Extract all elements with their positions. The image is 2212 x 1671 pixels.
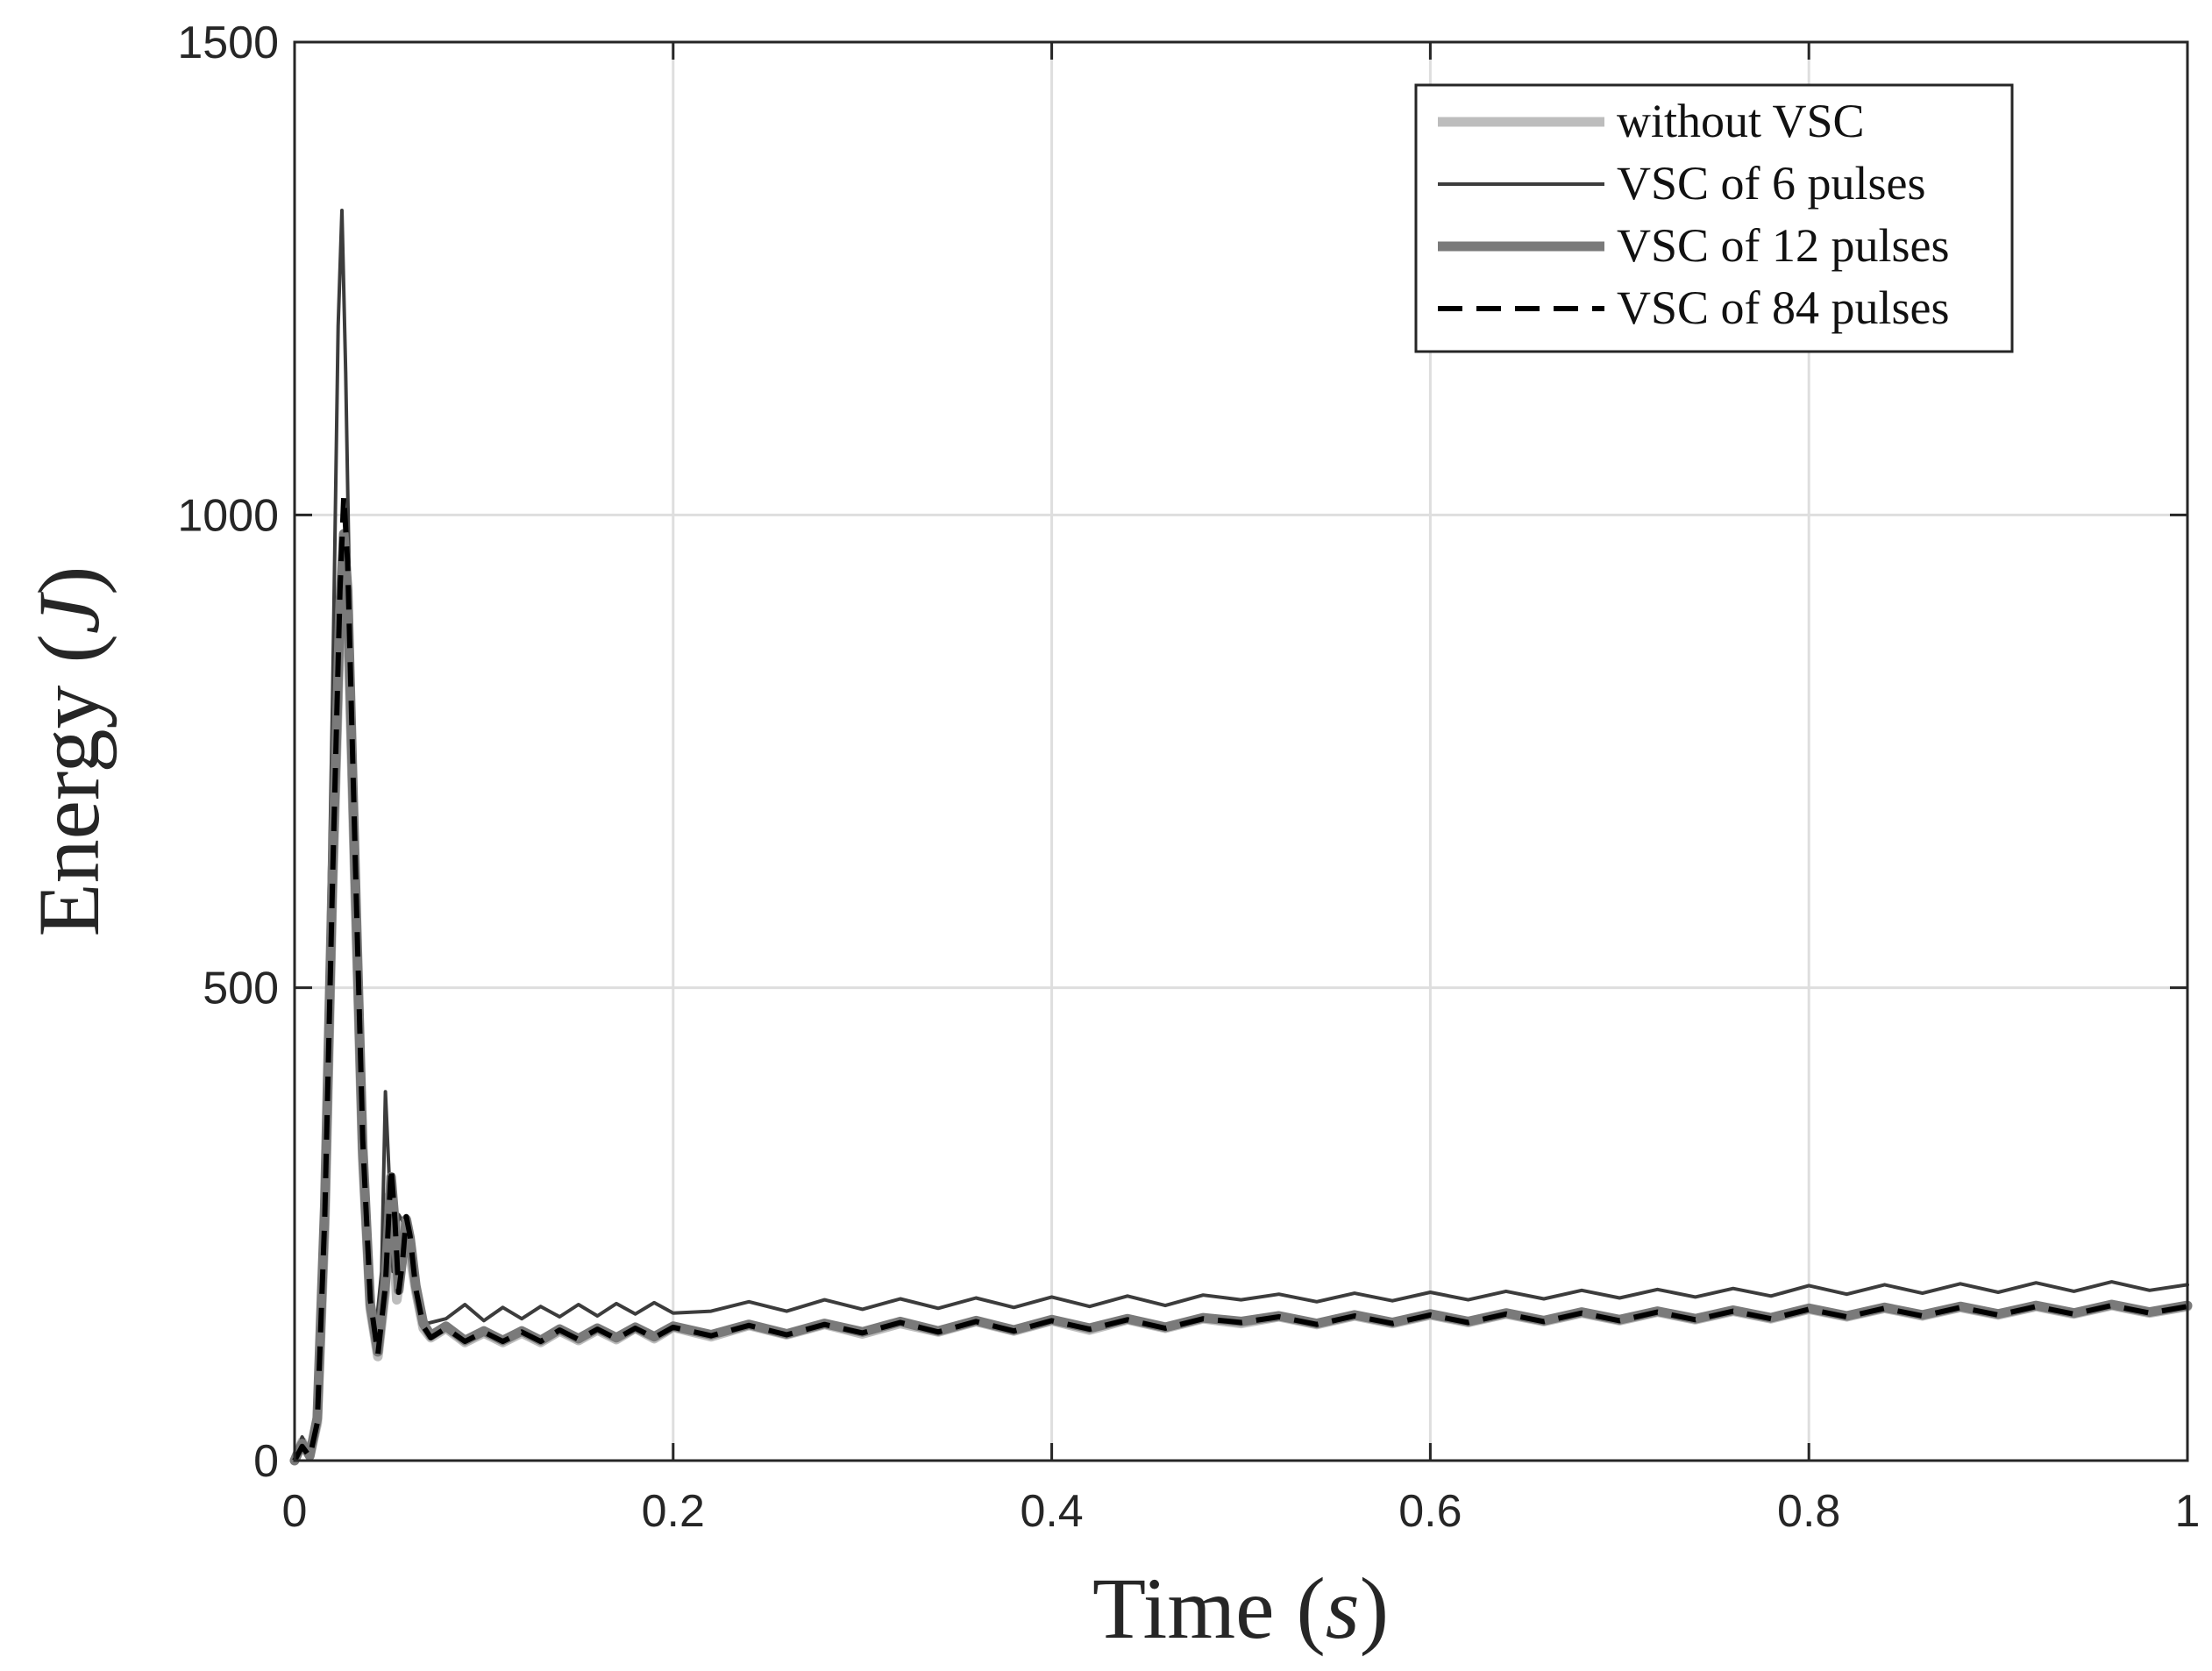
x-tick-label: 0.8 (1777, 1486, 1840, 1537)
axis-ticks: 0 0.2 0.4 0.6 0.8 1 0 500 1000 1500 (177, 18, 2200, 1537)
y-tick-label: 1000 (177, 490, 279, 541)
x-tick-label: 0.2 (642, 1486, 705, 1537)
series-layer (289, 209, 2193, 1466)
plot-frame (293, 40, 2189, 1462)
legend-label-4: VSC of 84 pulses (1617, 281, 1950, 334)
y-tick-label: 1500 (177, 18, 279, 68)
x-tick-label: 1 (2175, 1486, 2201, 1537)
x-axis-title: Time (s) (1092, 1560, 1389, 1657)
x-tick-label: 0.6 (1398, 1486, 1462, 1537)
legend-label-3: VSC of 12 pulses (1617, 219, 1950, 272)
legend: without VSC VSC of 6 pulses VSC of 12 puls… (1414, 83, 2014, 353)
y-axis-title-symbol: J (20, 591, 117, 634)
legend-label-2: VSC of 6 pulses (1617, 157, 1926, 210)
legend-label-1: without VSC (1617, 95, 1865, 147)
x-tick-label: 0.4 (1020, 1486, 1083, 1537)
grid-lines (295, 42, 2187, 1461)
y-tick-label: 0 (253, 1436, 279, 1487)
legend-box (1414, 83, 2014, 353)
x-tick-label: 0 (282, 1486, 308, 1537)
y-axis-title: Energy (J) (20, 566, 117, 937)
y-tick-label: 500 (203, 963, 279, 1014)
x-axis-title-symbol: s (1326, 1560, 1360, 1657)
series-line-4 (292, 493, 2188, 1462)
